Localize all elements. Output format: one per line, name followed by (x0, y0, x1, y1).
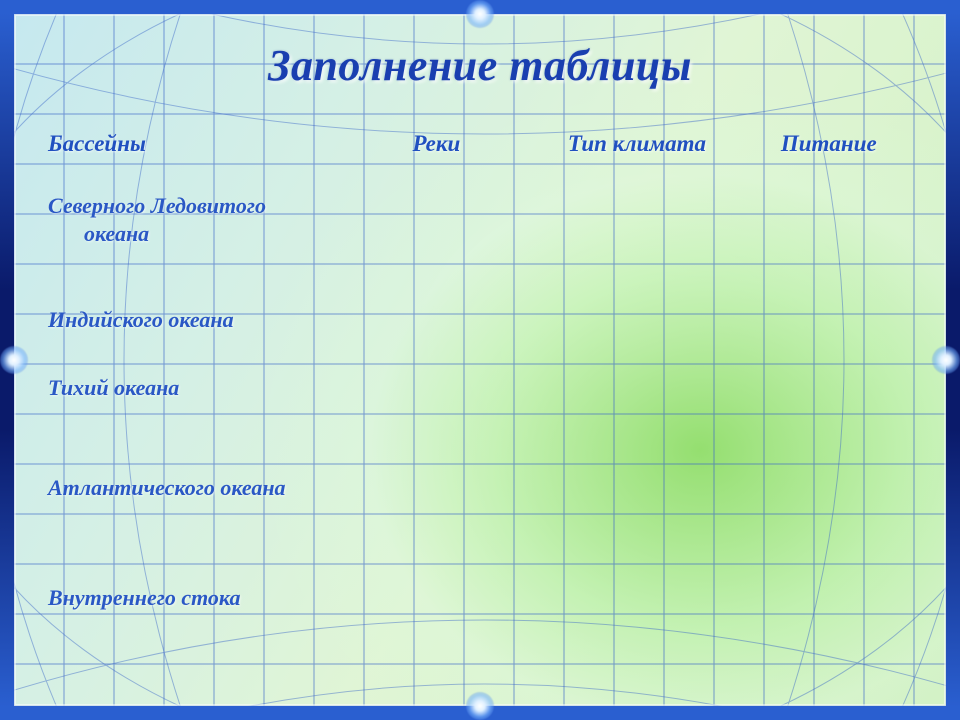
cell-basin-arctic: Северного Ледовитого океана (44, 187, 340, 253)
slide-content: Заполнение таблицы Бассейны Реки Тип кли… (14, 14, 946, 706)
spacer-row (44, 339, 916, 369)
col-rivers: Реки (340, 125, 532, 163)
cell-empty (340, 187, 532, 253)
cell-basin-atlantic: Атлантического океана (44, 469, 340, 507)
cell-empty (340, 579, 532, 617)
cell-basin-internal: Внутреннего стока (44, 579, 340, 617)
cell-text-line1: Северного Ледовитого (48, 193, 266, 218)
cell-empty (340, 301, 532, 339)
table-row: Тихий океана (44, 369, 916, 407)
col-basins: Бассейны (44, 125, 340, 163)
cell-empty (532, 579, 741, 617)
spacer-row (44, 407, 916, 469)
cell-basin-indian: Индийского океана (44, 301, 340, 339)
table-row: Северного Ледовитого океана (44, 187, 916, 253)
cell-empty (532, 301, 741, 339)
slide-title: Заполнение таблицы (44, 40, 916, 91)
cell-empty (742, 469, 916, 507)
table-row: Атлантического океана (44, 469, 916, 507)
cell-basin-pacific: Тихий океана (44, 369, 340, 407)
col-climate: Тип климата (532, 125, 741, 163)
spacer-row (44, 253, 916, 301)
cell-empty (742, 187, 916, 253)
cell-empty (532, 469, 741, 507)
cell-empty (532, 369, 741, 407)
col-feeding: Питание (742, 125, 916, 163)
cell-empty (742, 369, 916, 407)
fill-table: Бассейны Реки Тип климата Питание Северн… (44, 125, 916, 617)
table-row: Внутреннего стока (44, 579, 916, 617)
cell-empty (742, 579, 916, 617)
table-header-row: Бассейны Реки Тип климата Питание (44, 125, 916, 163)
cell-empty (340, 469, 532, 507)
cell-empty (532, 187, 741, 253)
spacer-row (44, 507, 916, 579)
cell-empty (742, 301, 916, 339)
cell-text-line2: океана (48, 221, 336, 247)
table-row: Индийского океана (44, 301, 916, 339)
spacer-row (44, 163, 916, 187)
cell-empty (340, 369, 532, 407)
